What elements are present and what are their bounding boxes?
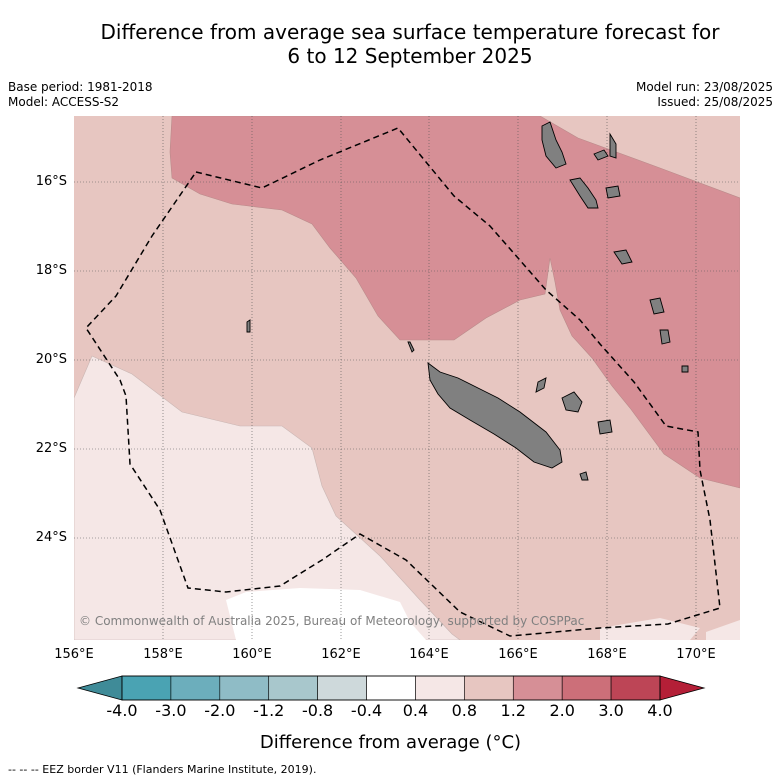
colorbar-tick-label: -1.2	[253, 701, 285, 720]
lon-label: 156°E	[54, 647, 94, 662]
near-average-region	[226, 588, 426, 640]
colorbar-tick-label: 1.2	[500, 701, 526, 720]
anomaly-region-0.4-0.8	[74, 355, 461, 640]
vanuatu-ambrym	[605, 185, 621, 199]
colorbar-segment	[415, 675, 465, 701]
copyright-notice: © Commonwealth of Australia 2025, Bureau…	[79, 614, 585, 628]
lat-label: 20°S	[35, 352, 67, 367]
vanuatu-erromango	[649, 297, 665, 315]
colorbar-segment	[366, 675, 416, 701]
lon-label: 158°E	[143, 647, 183, 662]
colorbar-outline	[121, 675, 661, 701]
anomaly-region-1.2-2.0	[169, 116, 740, 489]
colorbar-tick-label: 0.8	[451, 701, 478, 720]
vanuatu-pentecost	[609, 132, 617, 159]
loyalty-island-lifou	[561, 391, 583, 413]
map-title-line1: Difference from average sea surface temp…	[100, 20, 720, 44]
colorbar-segment	[512, 675, 563, 701]
colorbar-segment	[121, 675, 172, 701]
issued-date: Issued: 25/08/2025	[657, 95, 773, 109]
vanuatu-tanna	[659, 329, 671, 345]
lon-label: 166°E	[498, 647, 538, 662]
lon-label: 168°E	[587, 647, 627, 662]
map-title-line2: 6 to 12 September 2025	[287, 44, 533, 68]
loyalty-island-ouvea	[535, 377, 547, 393]
eez-legend-footer: -- -- -- EEZ border V11 (Flanders Marine…	[8, 763, 317, 776]
new-caledonia-landmass	[427, 362, 563, 469]
colorbar-tick-label: 3.0	[598, 701, 624, 720]
lon-label: 160°E	[232, 647, 272, 662]
vanuatu-ambae	[593, 149, 609, 161]
model-run: Model run: 23/08/2025	[635, 80, 773, 94]
sst-anomaly-map	[74, 116, 740, 640]
lon-label: 170°E	[676, 647, 716, 662]
colorbar-segment	[610, 675, 661, 701]
vanuatu-espiritu-santo	[541, 121, 567, 169]
vanuatu-efate	[613, 249, 633, 265]
land-masses	[246, 121, 689, 481]
lat-label: 18°S	[35, 263, 67, 278]
colorbar-tick-label: -4.0	[106, 701, 138, 720]
colorbar-segment	[561, 675, 612, 701]
model-name: Model: ACCESS-S2	[8, 95, 120, 109]
colorbar-tick-label: -2.0	[204, 701, 236, 720]
colorbar-segment	[317, 675, 367, 701]
lat-label: 16°S	[35, 174, 67, 189]
colorbar-tick-label: -0.8	[302, 701, 334, 720]
eez-border	[85, 127, 721, 637]
colorbar	[76, 675, 706, 701]
metadata-left: Base period: 1981-2018 Model: ACCESS-S2	[8, 80, 153, 110]
lat-label: 24°S	[35, 530, 67, 545]
graticule	[74, 116, 740, 640]
loyalty-island-mare	[597, 419, 613, 435]
colorbar-segment	[170, 675, 221, 701]
walpole-island	[407, 341, 415, 353]
lon-label: 164°E	[409, 647, 449, 662]
chesterfield-islet	[246, 319, 251, 333]
metadata-right: Model run: 23/08/2025 Issued: 25/08/2025	[636, 80, 773, 110]
colorbar-tick-label: 4.0	[647, 701, 673, 720]
colorbar-tick-label: -0.4	[350, 701, 383, 720]
vanuatu-aneityum	[681, 365, 689, 373]
colorbar-tick-label: 0.4	[402, 701, 429, 720]
colorbar-segment	[268, 675, 318, 701]
isle-of-pines	[579, 471, 589, 481]
colorbar-tick-label: -3.0	[155, 701, 187, 720]
colorbar-over-triangle	[659, 675, 706, 701]
colorbar-under-triangle	[76, 675, 123, 701]
base-period: Base period: 1981-2018	[8, 80, 153, 94]
colorbar-segment	[464, 675, 514, 701]
lon-label: 162°E	[321, 647, 361, 662]
vanuatu-malakula	[569, 177, 599, 209]
anomaly-region-0.4-0.8-patch	[600, 618, 700, 640]
anomaly-region-0.4-0.8-east	[706, 620, 740, 640]
lat-label: 22°S	[35, 441, 67, 456]
colorbar-segment	[219, 675, 270, 701]
colorbar-tick-label: 2.0	[549, 701, 575, 720]
colorbar-title: Difference from average (°C)	[259, 732, 522, 753]
